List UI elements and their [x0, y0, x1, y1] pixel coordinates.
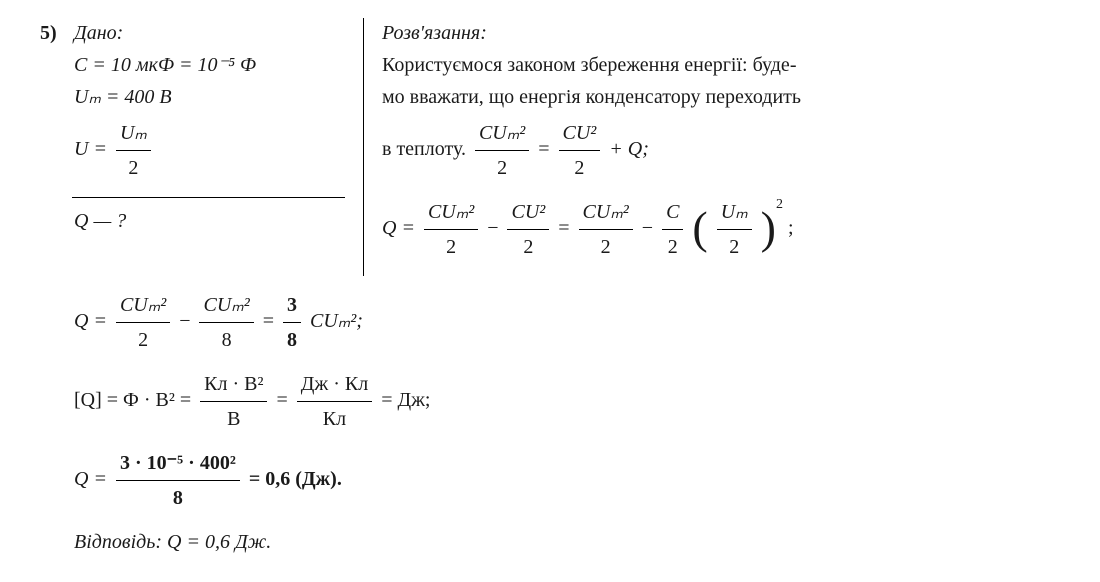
frac-d: 8 — [116, 481, 240, 513]
given-line-U: U = Uₘ 2 — [74, 118, 345, 183]
bottom-eq-numeric: Q = 3 · 10⁻⁵ · 400² 8 = 0,6 (Дж). — [74, 448, 1060, 513]
given-line-Um: Uₘ = 400 В — [74, 82, 345, 112]
frac-d: 2 — [559, 151, 601, 183]
top-row: 5) Дано: C = 10 мкФ = 10⁻⁵ Ф Uₘ = 400 В … — [40, 18, 1060, 276]
b3-frac: 3 · 10⁻⁵ · 400² 8 — [116, 448, 240, 513]
solution-eq-Q-expand: Q = CUₘ² 2 − CU² 2 = CUₘ² 2 − C — [382, 197, 1060, 262]
eq-sign-2: = — [558, 217, 574, 239]
frac-d: 2 — [507, 230, 549, 262]
minus-2: − — [642, 217, 658, 239]
frac-n: CUₘ² — [579, 197, 633, 230]
frac-d: 2 — [579, 230, 633, 262]
given-top: Дано: C = 10 мкФ = 10⁻⁵ Ф Uₘ = 400 В U =… — [74, 18, 345, 197]
b3-lead: Q = — [74, 468, 112, 490]
frac-d: 2 — [475, 151, 529, 183]
given-find-block: Q — ? — [74, 198, 345, 276]
frac-n: CU² — [507, 197, 549, 230]
solution-header: Розв'язання: — [382, 18, 1060, 48]
problem-number: 5) — [40, 18, 74, 276]
b2-eq1: = — [276, 389, 292, 411]
frac-paren: Uₘ 2 — [717, 197, 752, 262]
answer-text: Відповідь: Q = 0,6 Дж. — [74, 531, 271, 553]
b1-tail: CUₘ²; — [310, 310, 363, 332]
frac-d: 2 — [717, 230, 752, 262]
b1-frac-3: 3 8 — [283, 290, 301, 355]
b1-frac-1: CUₘ² 2 — [116, 290, 170, 355]
eq-sign-1: = — [538, 138, 554, 160]
b1-lead: Q = — [74, 310, 112, 332]
b1-frac-2: CUₘ² 8 — [199, 290, 253, 355]
frac-d: Кл — [297, 402, 372, 434]
b1-minus: − — [179, 310, 195, 332]
given-block: Дано: C = 10 мкФ = 10⁻⁵ Ф Uₘ = 400 В U =… — [74, 18, 364, 276]
b2-frac-1: Кл · В² В — [200, 369, 267, 434]
frac-d: В — [200, 402, 267, 434]
u-frac-den: 2 — [116, 151, 151, 183]
frac-4: C 2 — [662, 197, 683, 262]
frac-cum2-over-2-l: CUₘ² 2 — [475, 118, 529, 183]
given-line-C: C = 10 мкФ = 10⁻⁵ Ф — [74, 50, 345, 80]
frac-d: 2 — [424, 230, 478, 262]
frac-n: CUₘ² — [475, 118, 529, 151]
frac-n: CU² — [559, 118, 601, 151]
eq-tail-plus-Q: + Q; — [609, 138, 649, 160]
b2-lead: [Q] = Ф · В² = — [74, 389, 196, 411]
b3-tail: = 0,6 (Дж). — [249, 468, 342, 490]
tail-semicolon: ; — [788, 217, 794, 239]
q-lead: Q = — [382, 217, 420, 239]
frac-n: Дж · Кл — [297, 369, 372, 402]
u-fraction: Uₘ 2 — [116, 118, 151, 183]
physics-problem-page: 5) Дано: C = 10 мкФ = 10⁻⁵ Ф Uₘ = 400 В … — [0, 0, 1100, 582]
paren-left: ( — [692, 205, 707, 251]
answer-line: Відповідь: Q = 0,6 Дж. — [74, 527, 1060, 557]
frac-1: CUₘ² 2 — [424, 197, 478, 262]
given-header: Дано: — [74, 18, 345, 48]
frac-n: C — [662, 197, 683, 230]
solution-block: Розв'язання: Користуємося законом збереж… — [364, 18, 1060, 276]
solution-text-2: мо вважати, що енергія конденсатору пере… — [382, 82, 1060, 112]
frac-n: 3 · 10⁻⁵ · 400² — [116, 448, 240, 481]
u-frac-num: Uₘ — [116, 118, 151, 151]
frac-d: 8 — [199, 323, 253, 355]
given-find: Q — ? — [74, 210, 126, 232]
b2-tail: = Дж; — [381, 389, 430, 411]
frac-cu2-over-2: CU² 2 — [559, 118, 601, 183]
b1-eq: = — [263, 310, 279, 332]
frac-n: 3 — [283, 290, 301, 323]
solution-text-3-pre: в теплоту. — [382, 138, 466, 160]
frac-3: CUₘ² 2 — [579, 197, 633, 262]
b2-frac-2: Дж · Кл Кл — [297, 369, 372, 434]
solution-text-1: Користуємося законом збереження енергії:… — [382, 50, 1060, 80]
frac-n: Кл · В² — [200, 369, 267, 402]
solution-eq-energy: в теплоту. CUₘ² 2 = CU² 2 + Q; — [382, 118, 1060, 183]
frac-d: 2 — [662, 230, 683, 262]
u-eq-lhs: U = — [74, 138, 107, 160]
paren-sq: 2 — [776, 197, 783, 212]
bottom-eq-1: Q = CUₘ² 2 − CUₘ² 8 = 3 8 CUₘ²; — [74, 290, 1060, 355]
minus-1: − — [487, 217, 503, 239]
frac-n: CUₘ² — [116, 290, 170, 323]
paren-right: ) — [761, 205, 776, 251]
frac-n: CUₘ² — [199, 290, 253, 323]
frac-d: 2 — [116, 323, 170, 355]
frac-n: Uₘ — [717, 197, 752, 230]
bottom-block: Q = CUₘ² 2 − CUₘ² 8 = 3 8 CUₘ²; [Q] = Ф … — [40, 290, 1060, 557]
frac-d: 8 — [283, 323, 301, 355]
frac-n: CUₘ² — [424, 197, 478, 230]
bottom-eq-units: [Q] = Ф · В² = Кл · В² В = Дж · Кл Кл = … — [74, 369, 1060, 434]
frac-2: CU² 2 — [507, 197, 549, 262]
